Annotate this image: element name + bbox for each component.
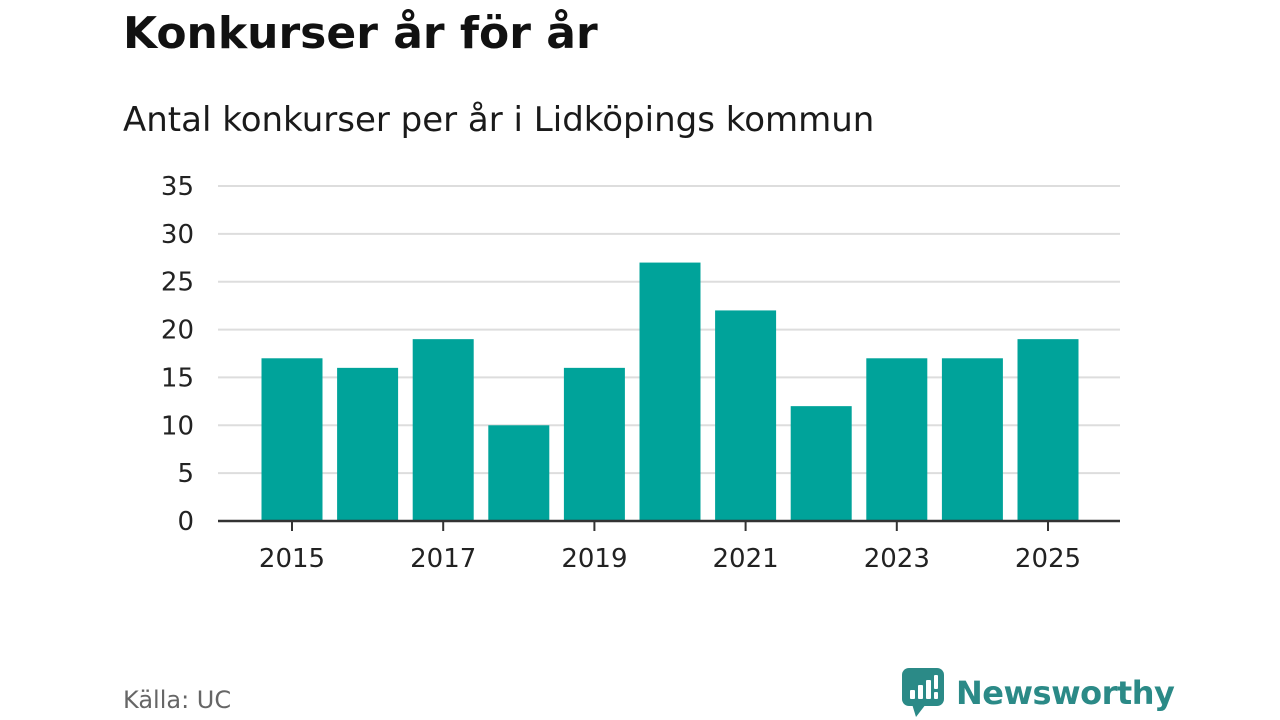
x-tick-label: 2025 <box>1015 544 1081 574</box>
bar-2019 <box>563 367 625 521</box>
bar-2020 <box>639 262 701 521</box>
bar-2021 <box>715 310 777 521</box>
y-tick-label: 35 <box>161 172 194 202</box>
brand-name: Newsworthy <box>956 674 1175 712</box>
x-tick-label: 2015 <box>259 544 325 574</box>
bars <box>261 262 1079 521</box>
y-tick-label: 25 <box>161 268 194 298</box>
bar-2023 <box>866 358 928 521</box>
x-tick-label: 2017 <box>410 544 476 574</box>
x-tick-label: 2021 <box>713 544 779 574</box>
y-tick-label: 10 <box>161 411 194 441</box>
source-note: Källa: UC <box>123 686 232 714</box>
bar-2016 <box>337 367 399 521</box>
newsworthy-logo-icon <box>902 668 944 717</box>
y-tick-label: 30 <box>161 220 194 250</box>
x-tick-label: 2019 <box>561 544 627 574</box>
x-axis-ticks: 2015 2017 2019 2021 2023 2025 <box>259 521 1081 574</box>
y-tick-label: 0 <box>177 507 194 537</box>
chart-subtitle: Antal konkurser per år i Lidköpings komm… <box>123 100 875 140</box>
bar-2018 <box>488 425 550 521</box>
brand-logo[interactable]: Newsworthy <box>902 668 1175 718</box>
bar-2017 <box>412 339 474 521</box>
x-tick-label: 2023 <box>864 544 930 574</box>
chart-title: Konkurser år för år <box>123 8 598 59</box>
y-axis-ticks: 0 5 10 15 20 25 30 35 <box>161 172 194 537</box>
bar-2015 <box>261 358 323 521</box>
bar-2025 <box>1017 339 1079 521</box>
y-tick-label: 15 <box>161 363 194 393</box>
bar-2024 <box>941 358 1003 521</box>
y-tick-label: 20 <box>161 316 194 346</box>
y-tick-label: 5 <box>177 459 194 489</box>
bar-2022 <box>790 406 852 521</box>
